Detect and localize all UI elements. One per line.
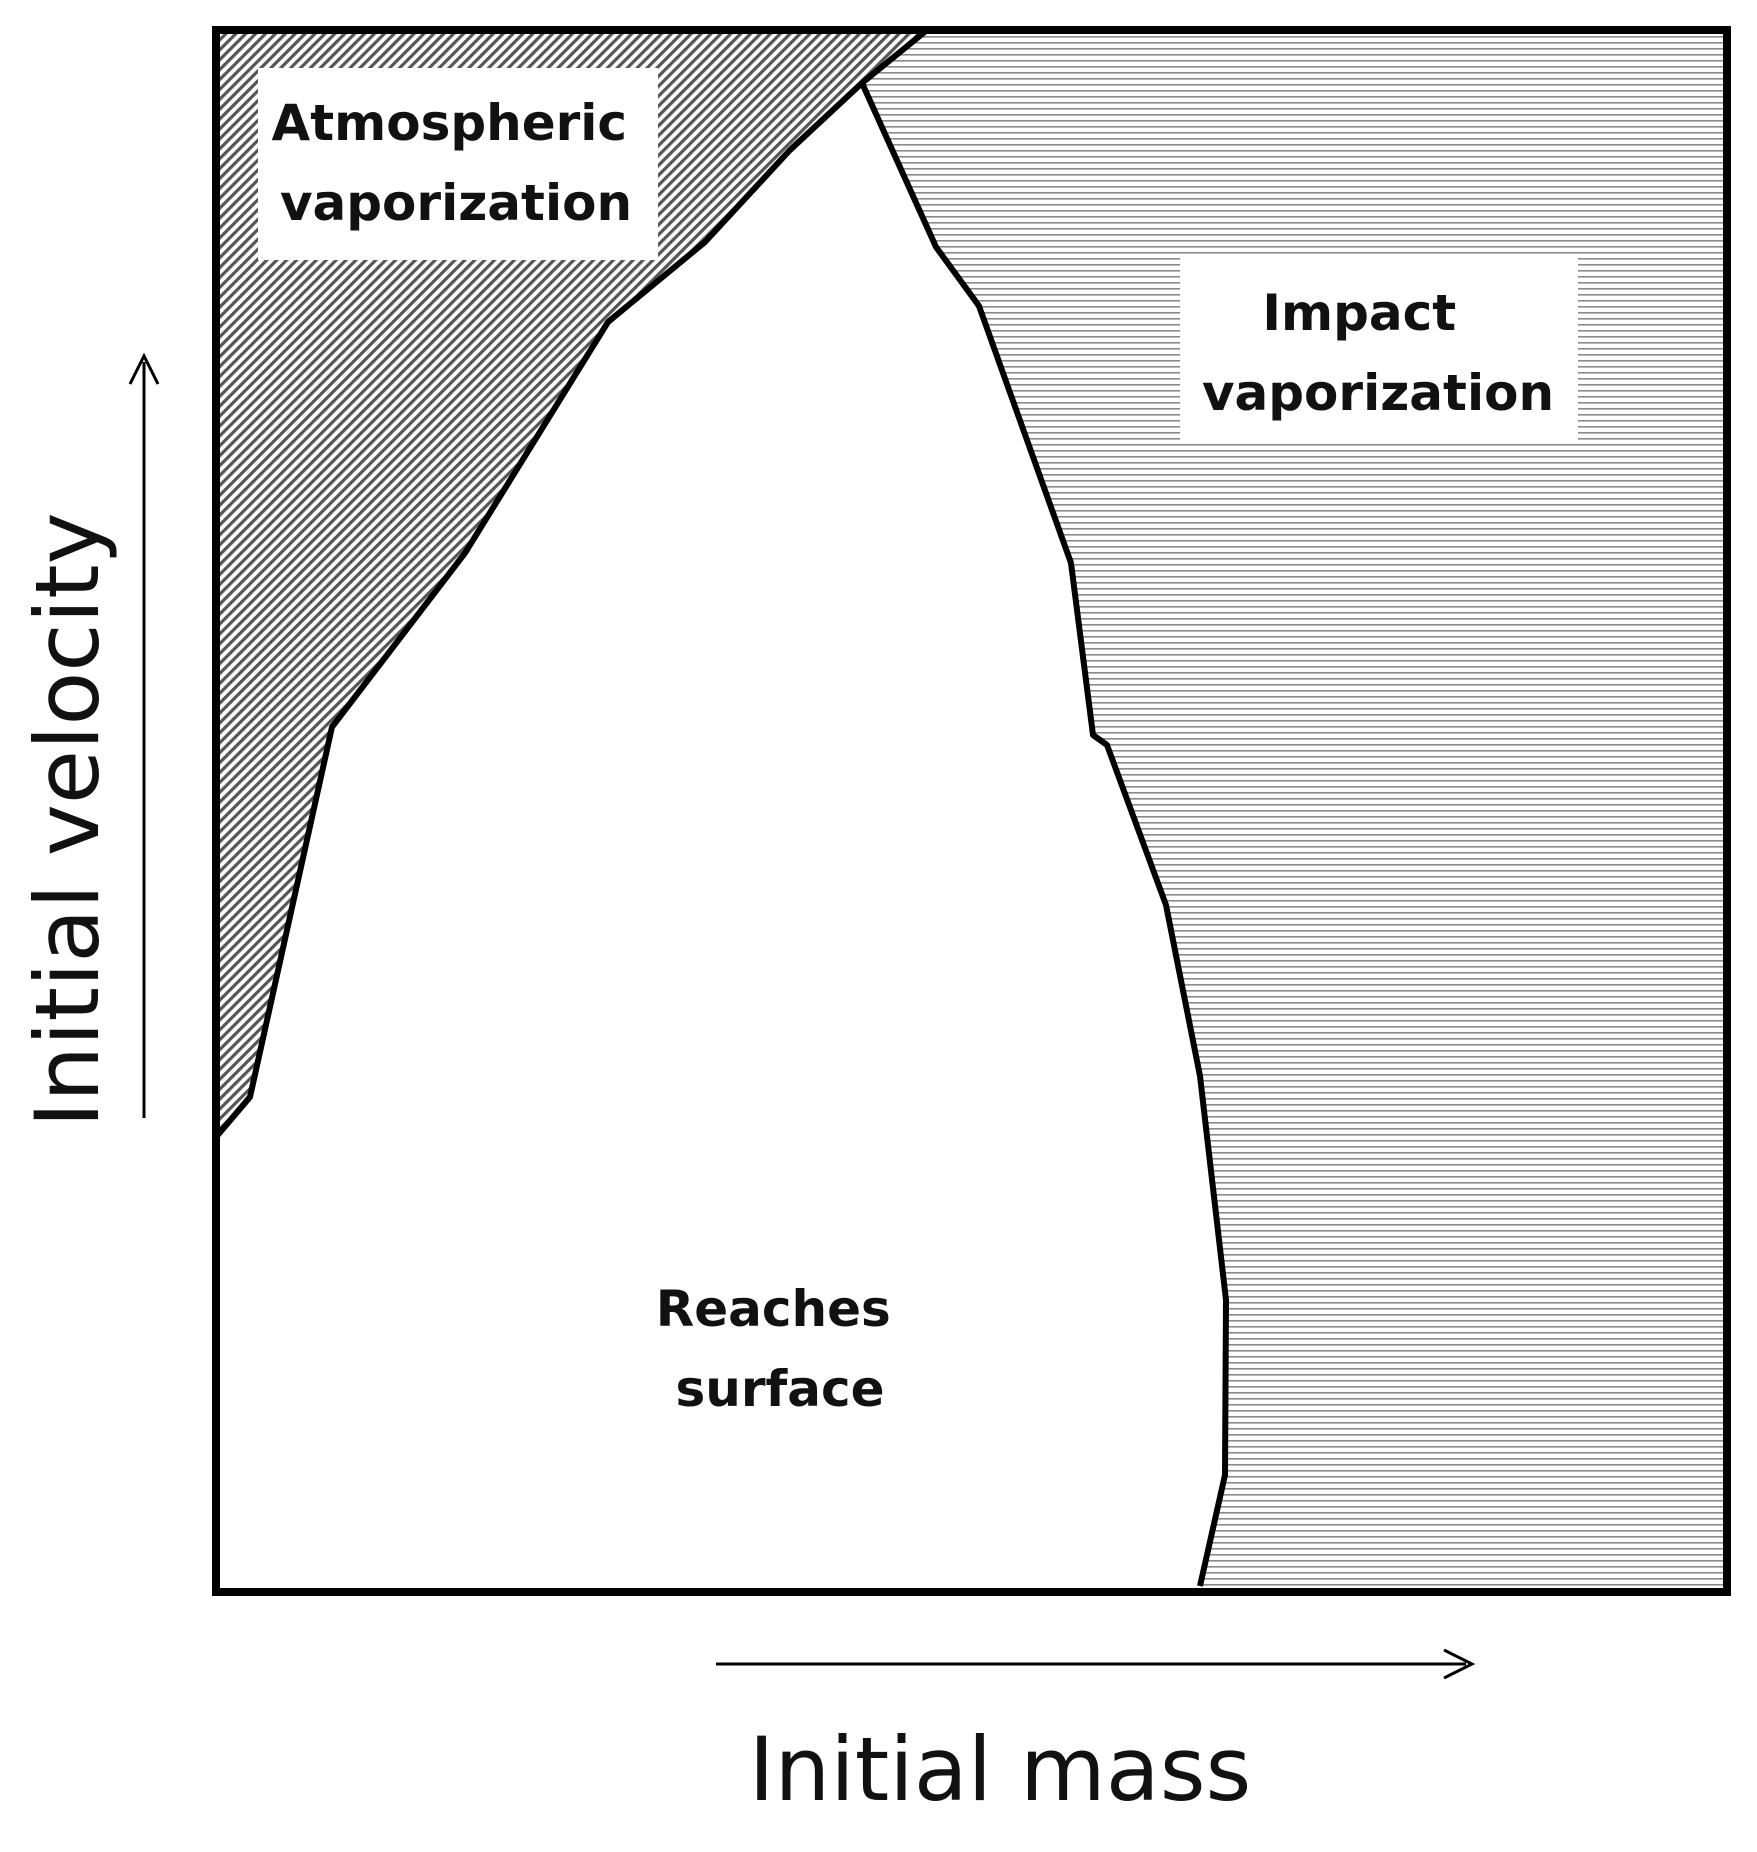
plot-frame [212, 26, 1731, 1596]
atmospheric-label-background [258, 68, 658, 260]
impact-label: Impact vaporization [1202, 284, 1554, 422]
x-axis-label: Initial mass [749, 1718, 1252, 1821]
atmospheric-vaporization-region [216, 30, 927, 1137]
atmospheric-label-line1: Atmospheric [272, 94, 628, 152]
atmospheric-boundary-line [213, 27, 929, 1139]
y-axis-arrow [128, 352, 160, 1118]
atmospheric-label: Atmospheric vaporization [272, 94, 645, 232]
impact-label-background [1180, 258, 1578, 444]
impact-boundary-line [859, 81, 1229, 1587]
impact-label-line1: Impact [1262, 284, 1456, 342]
x-axis-arrow [716, 1648, 1476, 1680]
surface-label-line2: surface [675, 1360, 884, 1418]
y-axis-label: Initial velocity [16, 512, 119, 1127]
surface-label: Reaches surface [656, 1280, 908, 1418]
impact-label-line2: vaporization [1202, 364, 1554, 422]
atmospheric-label-line2: vaporization [280, 174, 632, 232]
surface-label-line1: Reaches [656, 1280, 891, 1338]
